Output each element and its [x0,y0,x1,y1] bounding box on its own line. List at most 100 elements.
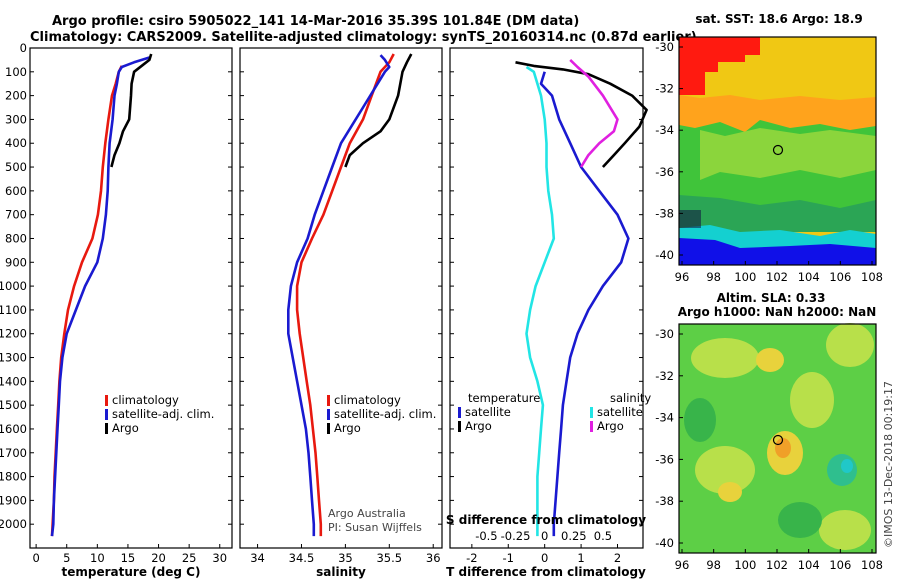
sst-dark-green-band [679,195,876,232]
diff-legend-temp-argo-swatch [458,421,461,432]
depth-tick-label: 700 [5,208,27,222]
depth-tick-label: 1600 [0,422,27,436]
sst-map [678,36,877,266]
sla-map-title-2: Argo h1000: NaN h2000: NaN [678,305,877,319]
top-x-tick-label: 0.25 [561,529,587,543]
sla-map [678,323,877,554]
temperature-legend-1-swatch [105,409,108,420]
salinity-legend-2-label: Argo [334,421,361,435]
top-x-tick-label: -0.5 [475,529,497,543]
salinity-legend-0-label: climatology [334,393,401,407]
sst-map-title: sat. SST: 18.6 Argo: 18.9 [695,12,862,26]
series-line-climatology [295,53,395,537]
diff-legend-sal-satellite-swatch [590,407,593,418]
diff-legend-sal-argo-label: Argo [597,419,624,433]
map-lon-label: 100 [734,558,756,572]
depth-tick-label: 1200 [0,327,27,341]
x-tick-label: 0 [541,551,548,565]
sst-argo-location-marker [772,144,784,156]
sla-anomaly-6 [790,372,834,428]
salinity-legend-0-swatch [327,395,330,406]
map-lat-label: -40 [655,536,674,550]
depth-tick-label: 200 [5,89,27,103]
diff-legend-temp-argo-label: Argo [465,419,492,433]
diff-legend-sal-satellite-label: satellite [597,405,643,419]
diff-legend-salinity-header: salinity [610,391,651,405]
depth-tick-label: 1500 [0,398,27,412]
top-x-tick-label: -0.25 [501,529,531,543]
depth-tick-label: 1100 [0,303,27,317]
diff-legend-sal-argo-swatch [590,421,593,432]
depth-tick-label: 800 [5,231,27,245]
sst-light-green-band [700,128,876,180]
map-lon-label: 98 [706,558,721,572]
sla-anomaly-2 [756,348,784,372]
sla-anomaly-3 [826,323,874,367]
map-lon-label: 98 [706,270,721,284]
difference-xlabel: T difference from climatology [446,565,646,579]
sst-blue-band [679,238,876,265]
map-lon-label: 100 [734,270,756,284]
x-tick-label: 2 [614,551,621,565]
depth-tick-label: 1700 [0,446,27,460]
map-lon-label: 106 [829,558,851,572]
depth-tick-label: 1300 [0,351,27,365]
map-lat-label: -36 [655,452,674,466]
map-lon-label: 102 [766,270,788,284]
map-lon-label: 104 [798,270,820,284]
difference-top-xlabel: S difference from climatology [446,513,646,527]
series-line-argo [110,53,153,168]
depth-tick-label: 300 [5,112,27,126]
temperature-legend-2-label: Argo [112,421,139,435]
depth-tick-label: 0 [20,41,27,55]
depth-tick-label: 600 [5,184,27,198]
x-tick-label: 5 [63,551,70,565]
map-lat-label: -40 [655,248,674,262]
sst-cyan-band [679,225,876,250]
x-tick-label: 34.5 [289,551,315,565]
sla-anomaly-13 [778,502,822,538]
x-tick-label: 30 [212,551,227,565]
series-line-argo [344,53,413,168]
depth-tick-label: 1900 [0,493,27,507]
map-lat-label: -34 [655,123,674,137]
x-tick-label: 20 [151,551,166,565]
series-line-satellite-adj-clim- [50,56,150,537]
x-tick-label: 0 [32,551,39,565]
temperature-legend-0-swatch [105,395,108,406]
x-tick-label: 15 [121,551,136,565]
map-lon-label: 106 [829,270,851,284]
sla-anomaly-4 [695,446,755,494]
temperature-xlabel: temperature (deg C) [62,565,201,579]
x-tick-label: -1 [503,551,514,565]
map-lat-label: -38 [655,494,674,508]
title-line-2: Climatology: CARS2009. Satellite-adjuste… [30,30,697,45]
depth-tick-label: 500 [5,160,27,174]
sla-anomaly-10 [841,459,853,473]
depth-tick-label: 900 [5,255,27,269]
map-lat-label: -30 [655,40,674,54]
map-lon-label: 96 [675,558,690,572]
salinity-xlabel: salinity [316,565,366,579]
sla-anomaly-11 [819,510,871,550]
map-lat-label: -34 [655,411,674,425]
sla-anomaly-12 [684,398,716,442]
x-tick-label: 36 [426,551,441,565]
sla-anomaly-9 [827,454,857,486]
title-line-1: Argo profile: csiro 5905022_141 14-Mar-2… [52,14,579,29]
salinity-legend-1-swatch [327,409,330,420]
series-line-salinity-argo [569,58,619,168]
salinity-panel-frame [239,47,443,549]
depth-tick-label: 100 [5,65,27,79]
x-tick-label: 34 [250,551,265,565]
diff-legend-temp-satellite-label: satellite [465,405,511,419]
map-lat-label: -32 [655,82,674,96]
sla-anomaly-8 [775,438,791,458]
series-line-salinity-satellite [525,65,556,537]
diff-legend-temp-satellite-swatch [458,407,461,418]
argo-credit-line-1: Argo Australia [328,507,406,520]
depth-tick-label: 1800 [0,470,27,484]
temperature-legend-2-swatch [105,423,108,434]
